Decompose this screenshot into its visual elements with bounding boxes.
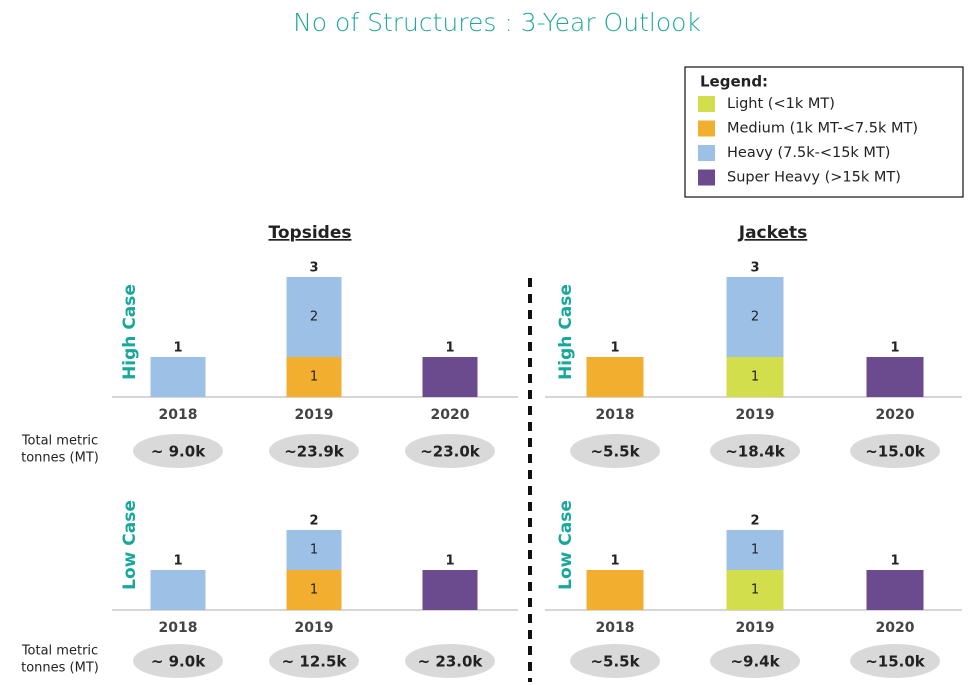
chart-title: No of Structures : 3-Year Outlook [293, 8, 701, 37]
tonnage-oval [133, 434, 223, 468]
tonnage-label: ~23.0k [420, 443, 481, 461]
legend-label: Super Heavy (>15k MT) [727, 170, 901, 186]
bar-segment [726, 357, 784, 397]
x-tick-label: 2018 [596, 620, 635, 636]
tonnage-label: ~15.0k [865, 443, 926, 461]
total-label: 1 [445, 554, 454, 569]
bar-segment [286, 357, 342, 397]
bar-segment [150, 357, 206, 397]
bar-segment [286, 277, 342, 357]
tonnage-label: ~23.9k [284, 443, 345, 461]
tonnes-label: Total metric [21, 434, 98, 449]
legend-label: Heavy (7.5k-<15k MT) [727, 145, 890, 161]
segment-label: 1 [751, 370, 759, 385]
x-tick-label: 2019 [295, 620, 334, 636]
total-label: 2 [309, 514, 318, 529]
tonnage-oval [405, 644, 495, 678]
bar-segment [866, 570, 924, 610]
tonnage-label: ~9.4k [730, 653, 780, 671]
x-tick-label: 2020 [876, 620, 915, 636]
x-tick-label: 2018 [159, 620, 198, 636]
tonnage-oval [710, 434, 800, 468]
bar-segment [422, 357, 478, 397]
total-label: 1 [610, 554, 619, 569]
tonnage-oval [850, 644, 940, 678]
segment-label: 1 [751, 543, 759, 558]
x-tick-label: 2019 [736, 620, 775, 636]
total-label: 2 [750, 514, 759, 529]
segment-label: 1 [310, 583, 318, 598]
bar-segment [726, 277, 784, 357]
total-label: 1 [173, 341, 182, 356]
segment-label: 1 [310, 543, 318, 558]
x-tick-label: 2019 [295, 407, 334, 423]
legend-swatch [698, 145, 715, 161]
tonnes-label: tonnes (MT) [21, 661, 99, 676]
bar-segment [586, 570, 644, 610]
tonnage-label: ~ 9.0k [151, 653, 206, 671]
tonnage-oval [269, 644, 359, 678]
total-label: 3 [309, 261, 318, 276]
x-tick-label: 2018 [596, 407, 635, 423]
bar-segment [150, 570, 206, 610]
x-tick-label: 2020 [431, 407, 470, 423]
tonnage-oval [850, 434, 940, 468]
row-label: High Case [120, 284, 140, 380]
legend-title: Legend: [700, 73, 768, 91]
legend-swatch [698, 120, 715, 137]
row-label: High Case [556, 284, 576, 380]
total-label: 1 [890, 341, 899, 356]
segment-label: 2 [751, 310, 759, 325]
total-label: 3 [750, 261, 759, 276]
bar-segment [422, 570, 478, 610]
tonnage-oval [269, 434, 359, 468]
tonnage-label: ~ 12.5k [282, 653, 348, 671]
bar-segment [586, 357, 644, 397]
tonnage-label: ~15.0k [865, 653, 926, 671]
total-label: 1 [890, 554, 899, 569]
total-label: 1 [610, 341, 619, 356]
legend-swatch [698, 96, 715, 112]
tonnes-label: Total metric [21, 644, 98, 659]
tonnage-label: ~18.4k [725, 443, 786, 461]
row-label: Low Case [120, 500, 140, 590]
total-label: 1 [173, 554, 182, 569]
x-tick-label: 2020 [876, 407, 915, 423]
tonnage-oval [133, 644, 223, 678]
tonnage-oval [710, 644, 800, 678]
column-header: Jackets [738, 223, 808, 243]
tonnes-label: tonnes (MT) [21, 451, 99, 466]
bar-segment [726, 530, 784, 570]
tonnage-label: ~ 9.0k [151, 443, 206, 461]
legend-box [684, 66, 964, 198]
bar-segment [286, 530, 342, 570]
tonnage-oval [570, 434, 660, 468]
bar-segment [726, 570, 784, 610]
tonnage-oval [570, 644, 660, 678]
column-header: Topsides [269, 223, 352, 243]
tonnage-oval [405, 434, 495, 468]
tonnage-label: ~ 23.0k [418, 653, 484, 671]
legend-label: Medium (1k MT-<7.5k MT) [727, 121, 918, 137]
segment-label: 1 [751, 583, 759, 598]
bar-segment [866, 357, 924, 397]
x-tick-label: 2018 [159, 407, 198, 423]
tonnage-label: ~5.5k [590, 653, 640, 671]
row-label: Low Case [556, 500, 576, 590]
legend-swatch [698, 169, 715, 186]
segment-label: 2 [310, 310, 318, 325]
segment-label: 1 [310, 370, 318, 385]
bar-segment [286, 570, 342, 610]
x-tick-label: 2019 [736, 407, 775, 423]
legend-label: Light (<1k MT) [727, 96, 835, 112]
tonnage-label: ~5.5k [590, 443, 640, 461]
total-label: 1 [445, 341, 454, 356]
